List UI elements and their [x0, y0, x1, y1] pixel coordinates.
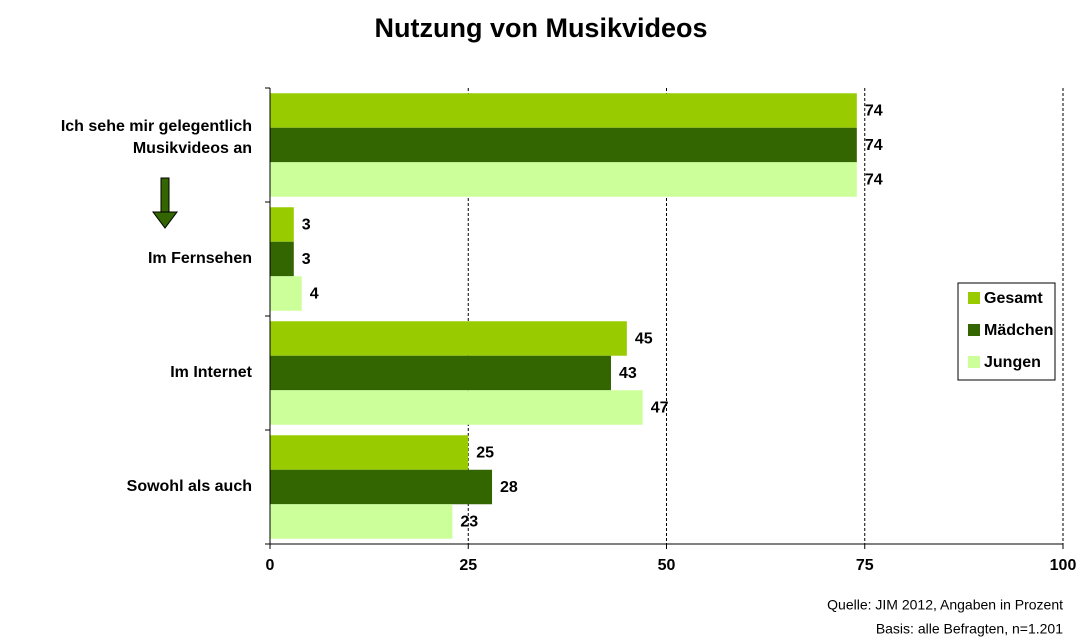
bar — [270, 504, 453, 539]
x-tick-label: 100 — [1050, 557, 1077, 574]
bar — [270, 355, 611, 391]
bar — [270, 321, 627, 356]
legend-label: Gesamt — [984, 290, 1043, 307]
y-tick-label: Sowohl als auch — [127, 478, 252, 495]
y-tick-label: Im Fernsehen — [148, 250, 252, 267]
value-label: 3 — [302, 217, 311, 234]
value-label: 74 — [865, 172, 883, 189]
arrow — [152, 177, 178, 229]
bar — [270, 435, 469, 470]
bar — [270, 276, 302, 311]
bar — [270, 207, 294, 242]
bar — [270, 469, 493, 505]
source-note: Quelle: JIM 2012, Angaben in Prozent — [827, 597, 1063, 613]
value-label: 47 — [651, 400, 669, 417]
value-label: 25 — [476, 445, 494, 462]
legend-label: Jungen — [984, 354, 1041, 371]
bar — [270, 162, 857, 197]
y-tick-label: Im Internet — [170, 364, 252, 381]
bar — [270, 241, 294, 277]
value-label: 43 — [619, 365, 637, 382]
legend-label: Mädchen — [984, 322, 1053, 339]
bar — [270, 390, 643, 425]
value-label: 74 — [865, 137, 883, 154]
chart-title: Nutzung von Musikvideos — [374, 13, 707, 43]
x-tick-label: 50 — [658, 557, 676, 574]
value-label: 28 — [500, 479, 518, 496]
bar — [270, 93, 857, 128]
bar — [270, 127, 857, 163]
value-label: 45 — [635, 331, 653, 348]
x-tick-label: 75 — [856, 557, 874, 574]
y-tick-label: Ich sehe mir gelegentlich Musikvideos an — [61, 118, 252, 157]
legend-swatch — [968, 356, 980, 368]
legend-swatch — [968, 292, 980, 304]
base-note: Basis: alle Befragten, n=1.201 — [876, 621, 1063, 637]
x-tick-label: 0 — [266, 557, 275, 574]
x-tick-label: 25 — [459, 557, 477, 574]
value-label: 4 — [310, 286, 319, 303]
value-label: 3 — [302, 251, 311, 268]
value-label: 23 — [460, 514, 478, 531]
legend-swatch — [968, 324, 980, 336]
value-label: 74 — [865, 103, 883, 120]
